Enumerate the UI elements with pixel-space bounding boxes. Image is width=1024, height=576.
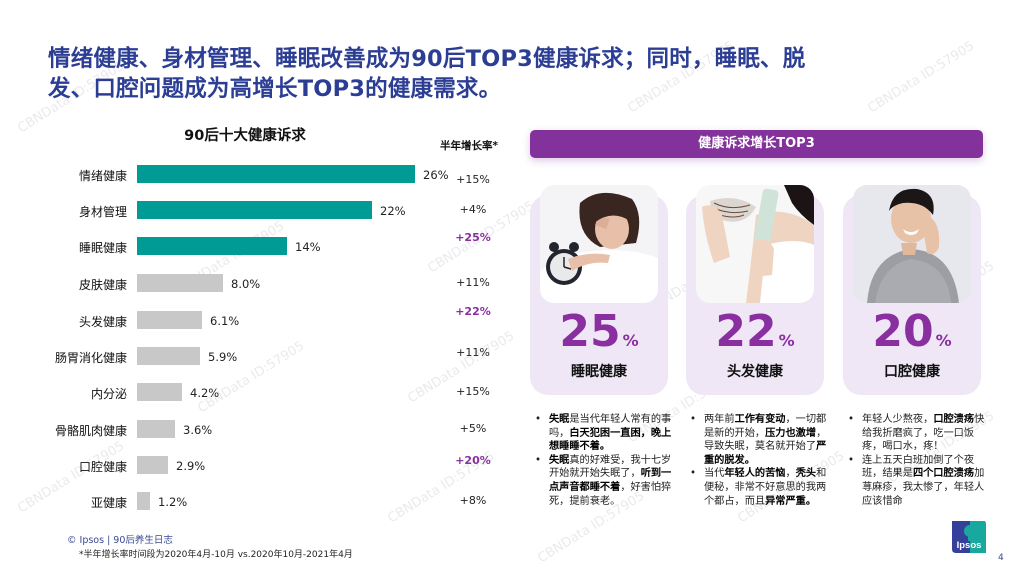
card-label: 睡眠健康: [571, 364, 627, 380]
value-label: 1.2%: [158, 495, 188, 509]
chart-row: 皮肤健康 8.0% +11%: [0, 274, 520, 294]
bar: [137, 456, 168, 474]
chart-row: 内分泌 4.2% +15%: [0, 383, 520, 403]
quote-item: 失眠是当代年轻人常有的事吗，白天犯困一直困，晚上想睡睡不着。: [535, 413, 675, 454]
category-label: 亚健康: [90, 496, 127, 510]
value-label: 5.9%: [208, 350, 238, 364]
growth-percentage: 20%: [872, 306, 952, 357]
category-label: 身材管理: [78, 205, 127, 219]
bar: [137, 274, 223, 292]
value-label: 22%: [380, 204, 406, 218]
chart-row: 身材管理 22% +4%: [0, 201, 520, 221]
card-sleep: 25% 睡眠健康: [530, 185, 668, 395]
value-label: 26%: [423, 168, 449, 182]
bar: [137, 165, 415, 183]
category-label: 肠胃消化健康: [54, 351, 127, 365]
growth-rate: +20%: [455, 454, 491, 467]
card-label: 头发健康: [727, 364, 783, 380]
quote-list-sleep: 失眠是当代年轻人常有的事吗，白天犯困一直困，晚上想睡睡不着。失眠真的好难受，我十…: [535, 413, 675, 508]
category-label: 睡眠健康: [78, 241, 127, 255]
source-text: © Ipsos | 90后养生日志: [67, 535, 173, 546]
growth-rate: +8%: [459, 494, 487, 507]
chart-row: 情绪健康 26% +15%: [0, 165, 520, 186]
growth-rate: +11%: [456, 276, 490, 289]
svg-text:Ipsos: Ipsos: [957, 540, 982, 551]
growth-rate: +25%: [455, 231, 491, 244]
value-label: 14%: [295, 240, 321, 254]
category-label: 内分泌: [90, 387, 127, 401]
growth-percentage: 22%: [715, 306, 795, 357]
bar: [137, 420, 175, 438]
growth-rate: +22%: [455, 305, 491, 318]
growth-rate-header: 半年增长率*: [440, 140, 498, 152]
quote-list-hair: 两年前工作有变动，一切都是新的开始，压力也激增，导致失眠，莫名就开始了严重的脱发…: [690, 413, 830, 508]
quote-item: 当代年轻人的苦恼，秃头和便秘，非常不好意思的我两个都占，而且异常严重。: [690, 467, 830, 508]
bar: [137, 347, 200, 365]
growth-percentage: 25%: [559, 306, 639, 357]
card-hair: 22% 头发健康: [686, 185, 824, 395]
category-label: 情绪健康: [78, 169, 127, 183]
chart-row: 亚健康 1.2% +8%: [0, 492, 520, 512]
value-label: 6.1%: [210, 314, 240, 328]
category-label: 骨骼肌肉健康: [54, 424, 127, 438]
title-line-2: 发、口腔问题成为高增长TOP3的健康需求。: [48, 76, 502, 102]
panel-header: 健康诉求增长TOP3: [530, 130, 983, 158]
value-label: 3.6%: [183, 423, 213, 437]
quote-item: 两年前工作有变动，一切都是新的开始，压力也激增，导致失眠，莫名就开始了严重的脱发…: [690, 413, 830, 467]
photo-woman-with-alarm-clock: [540, 185, 658, 303]
category-label: 口腔健康: [78, 460, 127, 474]
value-label: 8.0%: [231, 277, 261, 291]
card-oral: 20% 口腔健康: [843, 185, 981, 395]
bar: [137, 383, 182, 401]
growth-rate: +4%: [459, 203, 487, 216]
bar: [137, 492, 150, 510]
card-label: 口腔健康: [884, 364, 940, 380]
footnote: *半年增长率时间段为2020年4月-10月 vs.2020年10月-2021年4…: [79, 550, 353, 560]
bar: [137, 311, 202, 329]
chart-row: 口腔健康 2.9% +20%: [0, 454, 520, 476]
quote-item: 失眠真的好难受，我十七岁开始就开始失眠了，听到一点声音都睡不着，好害怕猝死，提前…: [535, 454, 675, 508]
chart-row: 头发健康 6.1% +22%: [0, 305, 520, 331]
growth-rate: +15%: [456, 385, 490, 398]
photo-woman-holding-hair-loss-comb: [696, 185, 814, 303]
quote-list-oral: 年轻人少熬夜，口腔溃疡快给我折磨疯了，吃一口饭疼，喝口水，疼！连上五天白班加倒了…: [848, 413, 988, 508]
quote-item: 年轻人少熬夜，口腔溃疡快给我折磨疯了，吃一口饭疼，喝口水，疼！: [848, 413, 988, 454]
photo-man-with-toothache: [853, 185, 971, 303]
chart-row: 骨骼肌肉健康 3.6% +5%: [0, 420, 520, 440]
growth-rate: +5%: [459, 422, 487, 435]
chart-row: 睡眠健康 14% +25%: [0, 231, 520, 257]
growth-rate: +11%: [456, 346, 490, 359]
ipsos-logo: Ipsos: [952, 521, 986, 553]
category-label: 皮肤健康: [78, 278, 127, 292]
bar: [137, 237, 287, 255]
chart-row: 肠胃消化健康 5.9% +11%: [0, 346, 520, 367]
page-number: 4: [998, 553, 1004, 563]
title-line-1: 情绪健康、身材管理、睡眠改善成为90后TOP3健康诉求；同时，睡眠、脱: [48, 46, 806, 72]
quote-item: 连上五天白班加倒了个夜班，结果是四个口腔溃疡加荨麻疹，我太惨了，年轻人应该惜命: [848, 454, 988, 508]
page-title: 情绪健康、身材管理、睡眠改善成为90后TOP3健康诉求；同时，睡眠、脱 发、口腔…: [48, 44, 988, 104]
value-label: 4.2%: [190, 386, 220, 400]
value-label: 2.9%: [176, 459, 206, 473]
growth-rate: +15%: [456, 173, 490, 186]
chart-title: 90后十大健康诉求: [184, 128, 306, 144]
category-label: 头发健康: [78, 315, 127, 329]
bar: [137, 201, 372, 219]
